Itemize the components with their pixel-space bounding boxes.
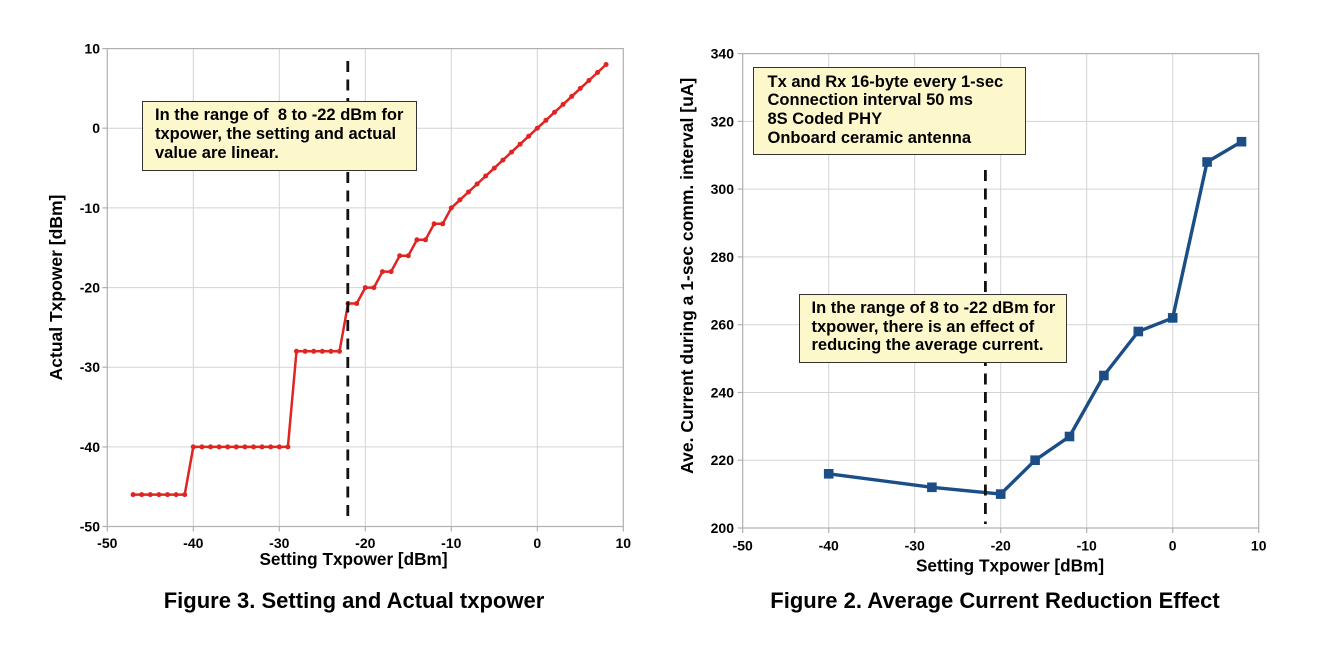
svg-text:Ave. Current during a 1-sec co: Ave. Current during a 1-sec comm. interv… [677,78,697,474]
svg-text:-40: -40 [819,538,839,554]
svg-text:320: 320 [711,113,735,129]
svg-text:-50: -50 [97,535,117,551]
svg-text:10: 10 [616,535,632,551]
svg-text:-20: -20 [80,280,100,296]
svg-text:-50: -50 [733,538,753,554]
svg-text:-20: -20 [355,535,375,551]
svg-text:-40: -40 [183,535,203,551]
svg-text:-40: -40 [80,439,100,455]
svg-text:Setting Txpower [dBm]: Setting Txpower [dBm] [916,556,1104,576]
svg-text:10: 10 [1251,538,1267,554]
svg-text:340: 340 [711,46,735,62]
svg-text:Setting Txpower [dBm]: Setting Txpower [dBm] [259,549,447,569]
svg-text:-50: -50 [80,519,100,535]
svg-text:220: 220 [711,452,735,468]
svg-text:280: 280 [711,249,735,265]
svg-text:-10: -10 [80,200,100,216]
svg-text:200: 200 [711,520,735,536]
svg-text:-30: -30 [80,359,100,375]
svg-text:260: 260 [711,317,735,333]
svg-text:-30: -30 [269,535,289,551]
svg-text:-20: -20 [991,538,1011,554]
svg-text:-10: -10 [1077,538,1097,554]
svg-text:0: 0 [533,535,541,551]
svg-text:10: 10 [84,41,100,57]
svg-text:-30: -30 [905,538,925,554]
svg-text:240: 240 [711,385,735,401]
svg-text:300: 300 [711,181,735,197]
svg-text:Actual Txpower [dBm]: Actual Txpower [dBm] [46,195,66,381]
svg-text:0: 0 [92,120,100,136]
svg-text:0: 0 [1169,538,1177,554]
svg-text:-10: -10 [441,535,461,551]
